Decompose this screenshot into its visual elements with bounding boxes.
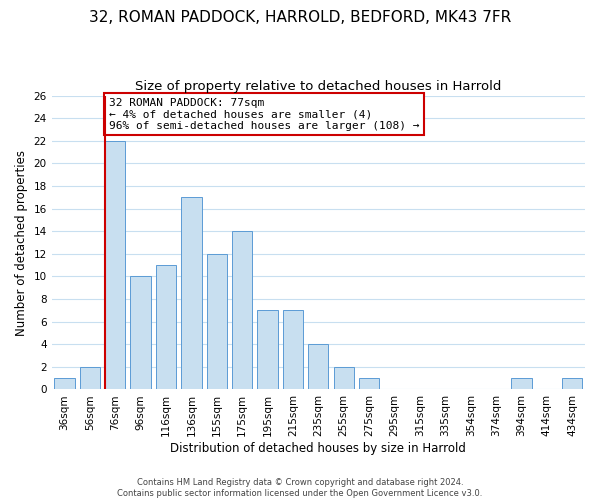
Y-axis label: Number of detached properties: Number of detached properties — [15, 150, 28, 336]
Bar — [308, 344, 328, 390]
Bar — [80, 367, 100, 390]
Bar — [232, 231, 253, 390]
Bar — [283, 310, 303, 390]
Bar — [359, 378, 379, 390]
Text: 32, ROMAN PADDOCK, HARROLD, BEDFORD, MK43 7FR: 32, ROMAN PADDOCK, HARROLD, BEDFORD, MK4… — [89, 10, 511, 25]
Bar — [206, 254, 227, 390]
Bar — [562, 378, 583, 390]
Bar — [156, 265, 176, 390]
Bar — [257, 310, 278, 390]
X-axis label: Distribution of detached houses by size in Harrold: Distribution of detached houses by size … — [170, 442, 466, 455]
Bar — [130, 276, 151, 390]
Bar — [511, 378, 532, 390]
Bar — [181, 198, 202, 390]
Bar — [54, 378, 74, 390]
Title: Size of property relative to detached houses in Harrold: Size of property relative to detached ho… — [135, 80, 502, 93]
Text: Contains HM Land Registry data © Crown copyright and database right 2024.
Contai: Contains HM Land Registry data © Crown c… — [118, 478, 482, 498]
Bar — [105, 141, 125, 390]
Bar — [334, 367, 354, 390]
Text: 32 ROMAN PADDOCK: 77sqm
← 4% of detached houses are smaller (4)
96% of semi-deta: 32 ROMAN PADDOCK: 77sqm ← 4% of detached… — [109, 98, 419, 131]
